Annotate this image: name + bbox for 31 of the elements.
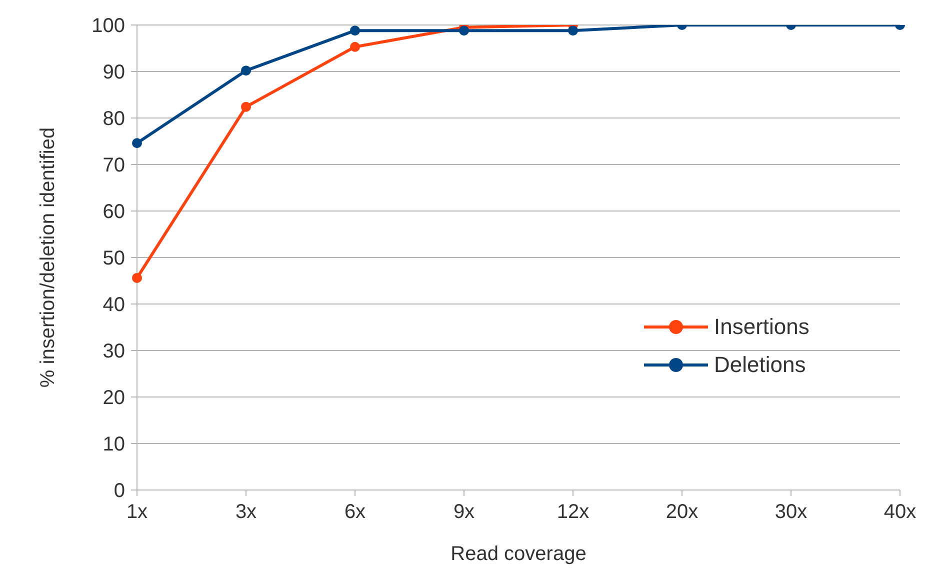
y-tick-label: 0 bbox=[114, 480, 125, 502]
x-tick-label: 1x bbox=[126, 501, 148, 524]
x-tick-label: 12x bbox=[556, 501, 590, 524]
legend-label: Insertions bbox=[714, 314, 810, 340]
x-axis-title: Read coverage bbox=[450, 543, 586, 565]
y-tick-label: 100 bbox=[92, 15, 125, 38]
point bbox=[459, 26, 469, 36]
legend-label: Deletions bbox=[714, 352, 806, 378]
y-axis-title: % insertion/deletion identified bbox=[37, 127, 60, 388]
x-tick-label: 30x bbox=[774, 501, 808, 524]
x-tick-label: 3x bbox=[235, 501, 257, 524]
y-tick-label: 10 bbox=[102, 434, 125, 456]
point bbox=[132, 272, 142, 283]
x-tick-label: 6x bbox=[344, 501, 366, 524]
y-tick-label: 30 bbox=[102, 340, 125, 363]
point bbox=[350, 42, 360, 52]
point bbox=[241, 66, 251, 76]
x-tick-label: 9x bbox=[453, 501, 475, 524]
point bbox=[350, 26, 360, 36]
point bbox=[568, 26, 578, 36]
y-tick-label: 40 bbox=[102, 294, 125, 316]
y-tick-label: 50 bbox=[102, 248, 125, 270]
y-tick-label: 80 bbox=[102, 108, 125, 130]
y-tick-label: 70 bbox=[102, 154, 125, 177]
y-tick-label: 20 bbox=[102, 387, 125, 410]
point bbox=[132, 138, 142, 148]
x-tick-label: 40x bbox=[884, 501, 916, 524]
x-tick-label: 20x bbox=[666, 501, 698, 524]
y-tick-label: 90 bbox=[102, 62, 125, 84]
point bbox=[241, 102, 251, 112]
y-tick-label: 60 bbox=[102, 201, 125, 224]
